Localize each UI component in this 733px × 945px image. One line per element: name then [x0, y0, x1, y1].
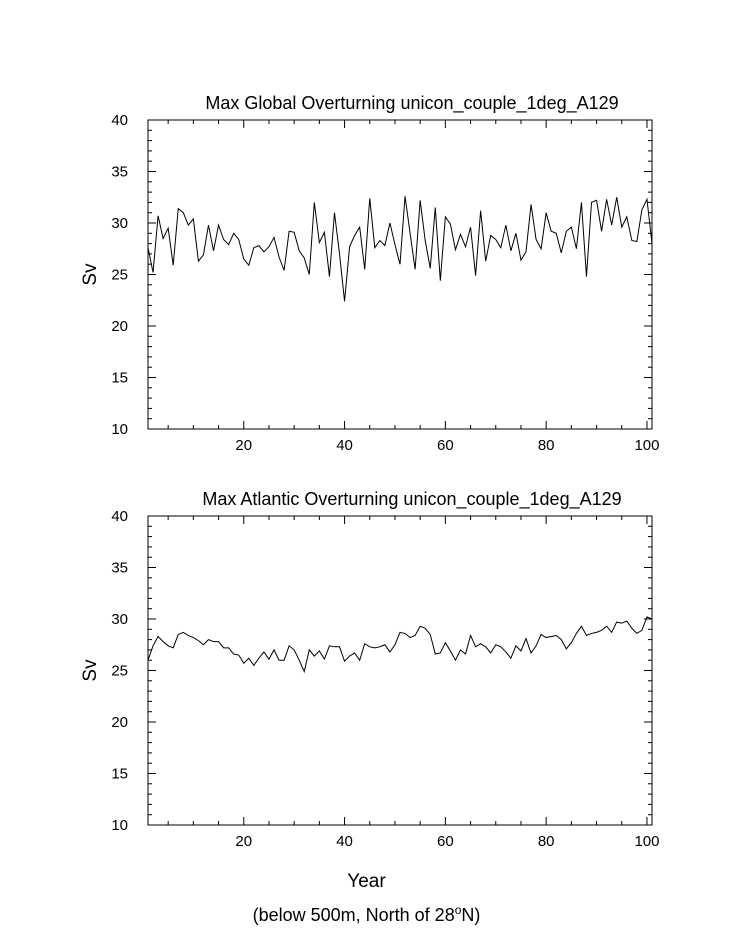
- degree-symbol: o: [454, 903, 462, 917]
- plot-frame: [147, 119, 653, 430]
- x-tick-label: 100: [634, 833, 659, 850]
- x-tick-label: 20: [235, 833, 252, 850]
- y-tick-label: 20: [111, 714, 128, 731]
- y-tick-label: 40: [111, 112, 128, 129]
- y-tick-label: 15: [111, 370, 128, 387]
- chart-title: Max Atlantic Overturning unicon_couple_1…: [202, 489, 621, 510]
- x-axis-label: Year: [347, 871, 386, 892]
- x-tick-label: 20: [235, 437, 252, 454]
- chart-title: Max Global Overturning unicon_couple_1de…: [205, 93, 618, 114]
- y-tick-label: 25: [111, 267, 128, 284]
- x-tick-label: 40: [336, 833, 353, 850]
- series-line: [147, 616, 653, 674]
- global-overturning-panel: 20 40 60 80 100 10 15 20 25 30 35 40 Max Global Over…: [80, 93, 659, 454]
- y-tick-label: 30: [111, 215, 128, 232]
- x-tick-label: 60: [437, 437, 454, 454]
- series-line: [147, 196, 653, 302]
- y-tick-label: 35: [111, 560, 128, 577]
- y-tick-label: 20: [111, 318, 128, 335]
- y-tick-label: 35: [111, 164, 128, 181]
- y-tick-label: 15: [111, 766, 128, 783]
- x-tick-label: 80: [538, 437, 555, 454]
- x-tick-label: 80: [538, 833, 555, 850]
- y-tick-label: 10: [111, 421, 128, 438]
- x-tick-label: 60: [437, 833, 454, 850]
- y-tick-label: 40: [111, 508, 128, 525]
- footnote-text: (below 500m, North of 28: [252, 905, 455, 925]
- y-axis-label: Sv: [80, 659, 101, 682]
- depth-latitude-note: (below 500m, North of 28oN): [0, 903, 733, 926]
- x-tick-label: 100: [634, 437, 659, 454]
- y-tick-label: 30: [111, 611, 128, 628]
- plot-frame: [147, 515, 653, 826]
- atlantic-overturning-panel: 20 40 60 80 100 10 15 20 25 30 35 40 Max Atlantic Ov…: [80, 489, 659, 850]
- y-axis-label: Sv: [80, 263, 101, 286]
- x-tick-label: 40: [336, 437, 353, 454]
- y-tick-label: 10: [111, 817, 128, 834]
- footnote-suffix: N): [461, 905, 481, 925]
- y-tick-label: 25: [111, 663, 128, 680]
